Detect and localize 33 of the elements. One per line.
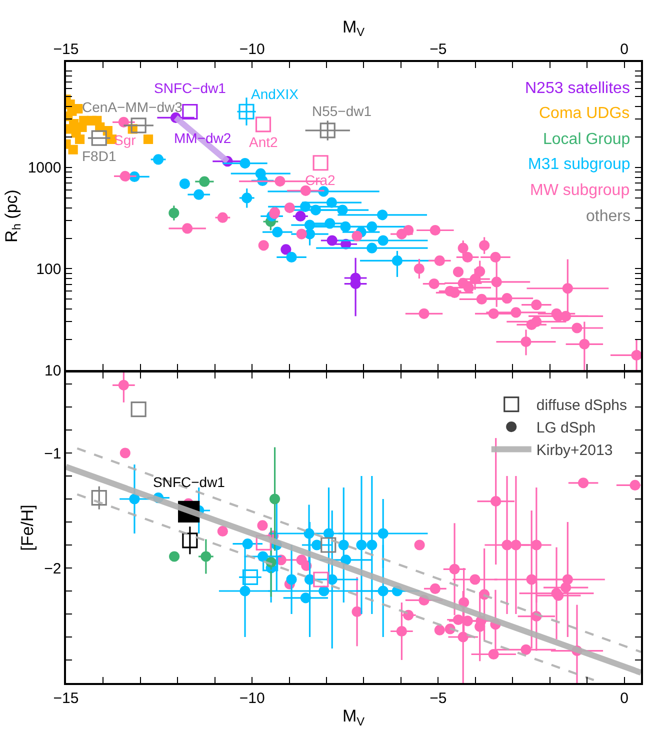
annotation: N55−dw1 (312, 103, 372, 119)
x-tick-label: −15 (53, 41, 79, 58)
x-tick-label: −15 (53, 690, 79, 707)
annotation: Ant2 (249, 134, 278, 150)
text: others (586, 208, 630, 225)
annotation: SNFC−dw1 (154, 80, 226, 96)
y-tick-label: 1000 (28, 160, 62, 177)
x-tick-label: −5 (430, 690, 447, 707)
y-tick-label: −2 (44, 560, 62, 578)
legend-label: diffuse dSphs (536, 397, 627, 414)
x-tick-label: −10 (239, 690, 265, 707)
legend-label: LG dSph (536, 420, 596, 437)
x-tick-label: 0 (620, 41, 628, 58)
y-tick-label: −1 (44, 445, 62, 462)
x-tick-label: −10 (239, 41, 265, 58)
x-axis-title: M$_{V}$ (342, 706, 365, 728)
text: M31 subgroup (528, 156, 630, 173)
text: Coma UDGs (539, 105, 630, 122)
x-axis-title: M$_{V}$ (342, 17, 365, 39)
y-tick-label: 10 (44, 362, 62, 380)
annotation: Cra2 (305, 172, 336, 188)
text: MW subgroup (530, 182, 630, 199)
x-tick-label: −5 (430, 41, 447, 58)
annotation: MM−dw2 (174, 130, 232, 146)
y-tick-label: 100 (36, 260, 62, 278)
y-axis-title: [Fe/H] (18, 504, 38, 551)
x-tick-label: 0 (620, 690, 628, 707)
text: Local Group (543, 131, 630, 148)
annotation: AndXIX (251, 86, 300, 102)
legend-label: Kirby+2013 (536, 442, 613, 460)
annotation: F8D1 (82, 148, 116, 164)
text: N253 satellites (525, 80, 630, 97)
annotation: SNFC−dw1 (153, 474, 226, 490)
